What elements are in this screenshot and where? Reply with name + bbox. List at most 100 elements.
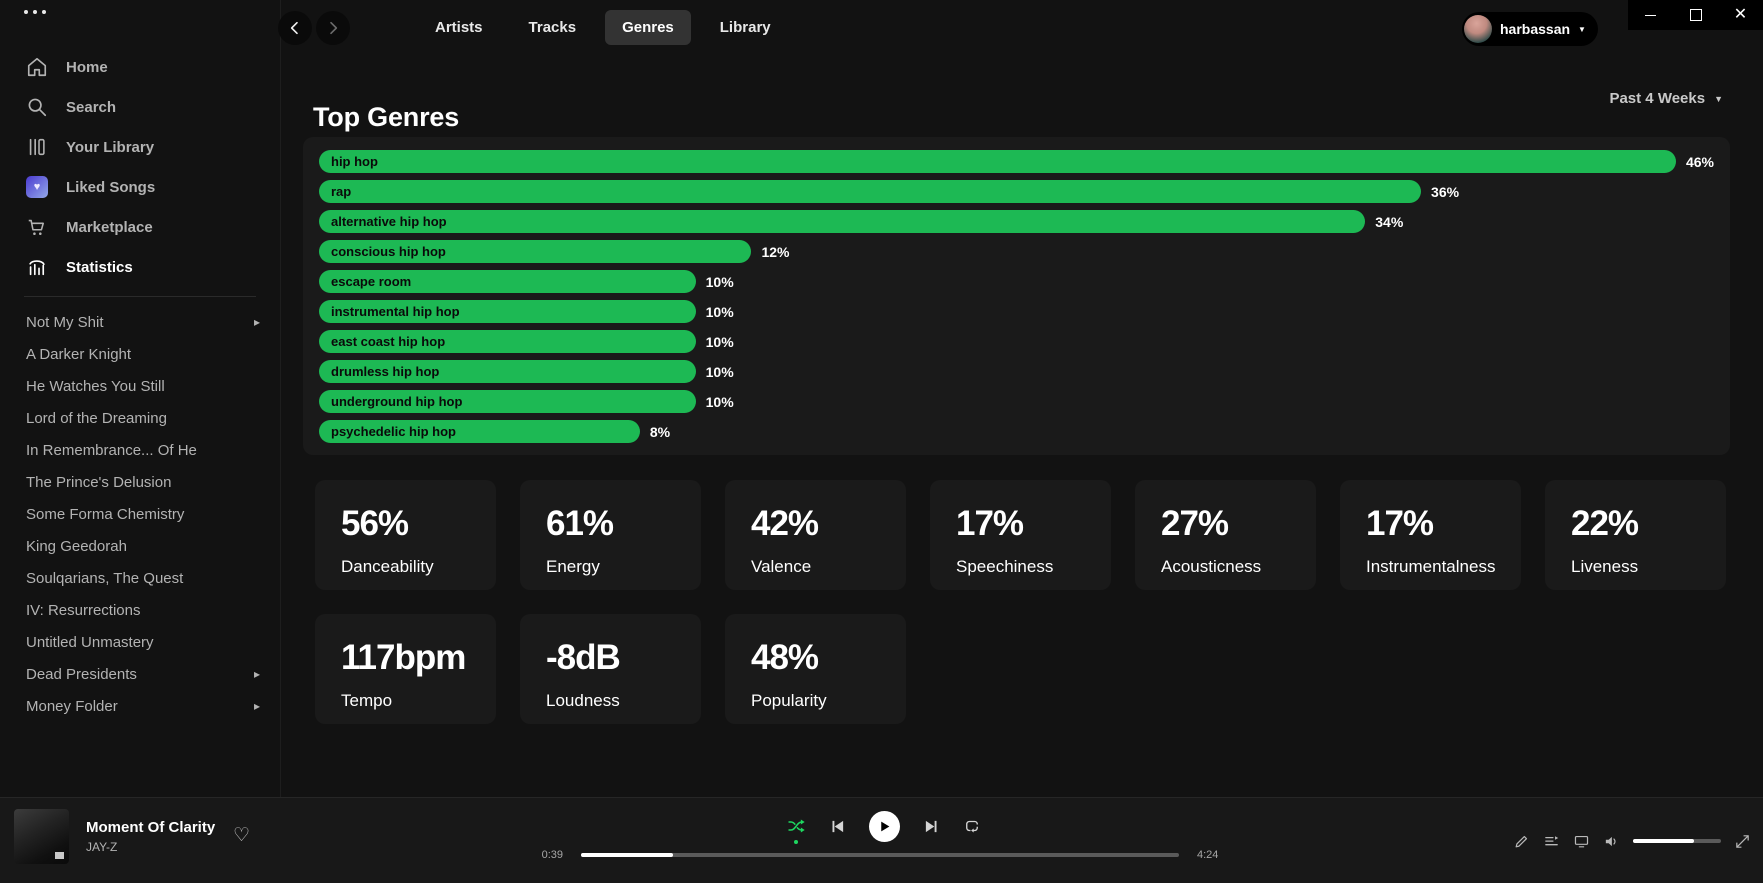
- sidebar-item-marketplace[interactable]: Marketplace: [0, 207, 280, 247]
- genre-bar-value: 10%: [705, 303, 734, 320]
- stat-label: Loudness: [546, 691, 620, 710]
- playlist-label: Untitled Unmastery: [26, 633, 154, 651]
- playlist-label: He Watches You Still: [26, 377, 165, 395]
- playlist-item-some-forma-chemistry[interactable]: Some Forma Chemistry: [0, 498, 280, 530]
- playlist-label: Money Folder: [26, 697, 118, 715]
- skip-forward-icon: [925, 820, 937, 832]
- stat-value: 56%: [341, 504, 409, 543]
- playlist-label: Some Forma Chemistry: [26, 505, 185, 523]
- playlist-label: Dead Presidents: [26, 665, 137, 683]
- window-controls: ✕: [1628, 0, 1763, 30]
- playlist-item-money-folder[interactable]: Money Folder ▸: [0, 690, 280, 722]
- playlist-item-a-darker-knight[interactable]: A Darker Knight: [0, 338, 280, 370]
- sidebar-item-label: Liked Songs: [66, 178, 156, 196]
- playlist-label: King Geedorah: [26, 537, 127, 555]
- progress-bar[interactable]: [581, 853, 1179, 857]
- previous-button[interactable]: [830, 819, 845, 834]
- volume-button[interactable]: [1603, 833, 1620, 850]
- close-button[interactable]: ✕: [1726, 3, 1756, 27]
- genre-bar-value: 36%: [1431, 183, 1460, 200]
- playlist-label: Not My Shit: [26, 313, 104, 331]
- track-artist[interactable]: JAY-Z: [86, 840, 118, 854]
- stat-card-speechiness: 17% Speechiness: [930, 480, 1111, 590]
- app-menu-icon[interactable]: [24, 10, 46, 14]
- genre-bar-row: drumless hip hop 10%: [319, 360, 1714, 383]
- stat-value: 117bpm: [341, 638, 466, 677]
- playlist-item-not-my-shit[interactable]: Not My Shit ▸: [0, 306, 280, 338]
- playlist-label: Lord of the Dreaming: [26, 409, 167, 427]
- playlist-item-dead-presidents[interactable]: Dead Presidents ▸: [0, 658, 280, 690]
- chevron-left-icon: [290, 21, 298, 35]
- stat-value: 17%: [1366, 504, 1434, 543]
- forward-button[interactable]: [316, 11, 350, 45]
- tab-genres[interactable]: Genres: [605, 10, 691, 45]
- stat-value: 42%: [751, 504, 819, 543]
- queue-button[interactable]: [1543, 833, 1560, 850]
- stat-card-acousticness: 27% Acousticness: [1135, 480, 1316, 590]
- like-heart-icon[interactable]: ♡: [233, 825, 251, 846]
- track-title[interactable]: Moment Of Clarity: [86, 819, 216, 836]
- playlist-item-lord-of-the-dreaming[interactable]: Lord of the Dreaming: [0, 402, 280, 434]
- next-button[interactable]: [924, 819, 939, 834]
- stat-value: 22%: [1571, 504, 1639, 543]
- genre-bar-label: alternative hip hop: [331, 214, 447, 229]
- genre-bar-hip-hop: hip hop: [319, 150, 1676, 173]
- connect-device-button[interactable]: [1573, 833, 1590, 850]
- back-button[interactable]: [278, 11, 312, 45]
- shuffle-button[interactable]: [786, 816, 806, 844]
- album-art[interactable]: [14, 809, 69, 864]
- genre-bar-label: drumless hip hop: [331, 364, 440, 379]
- genre-bar-row: psychedelic hip hop 8%: [319, 420, 1714, 443]
- playlist-item-iv-resurrections[interactable]: IV: Resurrections: [0, 594, 280, 626]
- playlist-list: Not My Shit ▸ A Darker Knight He Watches Yo…: [0, 306, 280, 722]
- playlist-item-king-geedorah[interactable]: King Geedorah: [0, 530, 280, 562]
- genre-bar-underground-hip-hop: underground hip hop: [319, 390, 696, 413]
- sidebar-item-search[interactable]: Search: [0, 87, 280, 127]
- genre-bar-label: psychedelic hip hop: [331, 424, 456, 439]
- repeat-button[interactable]: [963, 817, 981, 835]
- chevron-down-icon: ▼: [1578, 24, 1586, 34]
- genre-bar-label: east coast hip hop: [331, 334, 446, 349]
- user-menu[interactable]: harbassan ▼: [1462, 12, 1598, 46]
- repeat-icon: [966, 820, 978, 833]
- genre-bar-escape-room: escape room: [319, 270, 696, 293]
- playlist-label: IV: Resurrections: [26, 601, 141, 619]
- minimize-button[interactable]: [1636, 3, 1666, 27]
- sidebar-item-your-library[interactable]: Your Library: [0, 127, 280, 167]
- sidebar: Home Search Your Library ♥ Liked Songs Market…: [0, 0, 281, 797]
- volume-slider[interactable]: [1633, 839, 1721, 843]
- play-button[interactable]: [869, 810, 900, 842]
- sidebar-item-label: Search: [66, 98, 117, 116]
- fullscreen-button[interactable]: [1734, 833, 1751, 850]
- playlist-label: The Prince's Delusion: [26, 473, 172, 491]
- lyrics-button[interactable]: [1513, 833, 1530, 850]
- playlist-item-soulqarians-the-quest[interactable]: Soulqarians, The Quest: [0, 562, 280, 594]
- stat-label: Danceability: [341, 557, 434, 576]
- maximize-button[interactable]: [1681, 3, 1711, 27]
- folder-arrow-icon: ▸: [253, 315, 260, 329]
- sidebar-item-statistics[interactable]: Statistics: [0, 247, 280, 287]
- stat-value: 61%: [546, 504, 614, 543]
- player-right-controls: [1513, 798, 1751, 883]
- sidebar-item-liked-songs[interactable]: ♥ Liked Songs: [0, 167, 280, 207]
- time-range-dropdown[interactable]: Past 4 Weeks ▼: [1609, 90, 1723, 107]
- playlist-item-he-watches-you-still[interactable]: He Watches You Still: [0, 370, 280, 402]
- tab-library[interactable]: Library: [719, 19, 771, 36]
- playlist-item-in-remembrance-of-he[interactable]: In Remembrance... Of He: [0, 434, 280, 466]
- playlist-item-the-prince-s-delusion[interactable]: The Prince's Delusion: [0, 466, 280, 498]
- playlist-item-untitled-unmastery[interactable]: Untitled Unmastery: [0, 626, 280, 658]
- sidebar-item-home[interactable]: Home: [0, 47, 280, 87]
- genre-bar-value: 34%: [1375, 213, 1404, 230]
- stat-value: 27%: [1161, 504, 1229, 543]
- stat-card-instrumentalness: 17% Instrumentalness: [1340, 480, 1521, 590]
- stats-icon: [26, 256, 48, 278]
- genre-bar-psychedelic-hip-hop: psychedelic hip hop: [319, 420, 640, 443]
- genre-bar-label: conscious hip hop: [331, 244, 446, 259]
- genre-bar-row: conscious hip hop 12%: [319, 240, 1714, 263]
- playlist-label: A Darker Knight: [26, 345, 132, 363]
- chevron-down-icon: ▼: [1714, 93, 1723, 104]
- genre-bar-row: alternative hip hop 34%: [319, 210, 1714, 233]
- search-icon: [26, 96, 48, 118]
- tab-tracks[interactable]: Tracks: [528, 19, 577, 36]
- tab-artists[interactable]: Artists: [435, 19, 483, 36]
